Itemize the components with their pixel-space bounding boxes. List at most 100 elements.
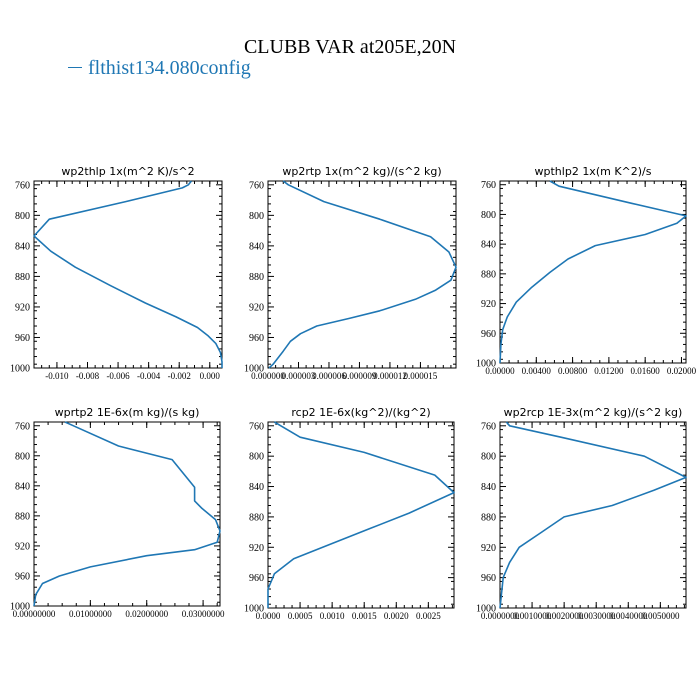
x-tick-label: -0.008 [76, 371, 100, 381]
x-tick-label: -0.004 [137, 371, 161, 381]
y-tick-label: 880 [15, 272, 30, 283]
series-line [499, 180, 687, 364]
y-tick-label: 800 [481, 452, 496, 463]
y-tick-label: 1000 [244, 364, 264, 375]
x-tick-label: 0.000 [200, 371, 221, 381]
x-tick-label: 0.02000 [667, 366, 697, 376]
x-tick-label: 0.01200 [594, 366, 624, 376]
x-tick-label: 0.000000 [251, 371, 285, 381]
y-tick-label: 920 [481, 299, 496, 310]
x-tick-label: 0.0010 [320, 611, 345, 621]
x-tick-label: 0.02000000 [125, 609, 168, 619]
x-tick-label: 0.00400 [522, 366, 552, 376]
panel-1: wp2thlp 1x(m^2 K)/s^2 760 800 840 880 920 960 1… [10, 165, 223, 381]
panel-4: wprtp2 1E-6x(m kg)/(s kg) 760 800 840 880 920… [10, 406, 225, 619]
y-tick-label: 880 [249, 512, 264, 523]
y-tick-label: 920 [249, 543, 264, 554]
x-tick-label: 0.000012 [373, 371, 407, 381]
x-tick-label: 0.0010000 [513, 611, 552, 621]
y-tick-label: 880 [481, 269, 496, 280]
plot-frame [33, 180, 223, 369]
y-tick-label: 840 [15, 481, 30, 492]
x-tick-label: 0.0050000 [641, 611, 680, 621]
panel-title: wp2rtp 1x(m^2 kg)/(s^2 kg) [282, 165, 441, 178]
x-tick-label: 0.000009 [343, 371, 377, 381]
x-tick-label: 0.0025 [416, 611, 441, 621]
y-tick-label: 840 [249, 482, 264, 493]
y-tick-label: 880 [249, 272, 264, 283]
y-tick-label: 960 [15, 571, 30, 582]
x-tick-label: 0.0000000 [481, 611, 520, 621]
series-line [267, 421, 455, 608]
y-tick-label: 920 [249, 302, 264, 313]
y-tick-label: 760 [481, 421, 496, 432]
series-line [268, 180, 457, 369]
y-tick-label: 920 [15, 302, 30, 313]
x-tick-label: 0.000006 [312, 371, 346, 381]
y-tick-label: 840 [481, 240, 496, 251]
x-tick-label: 0.00000 [485, 366, 515, 376]
x-tick-label: 0.0000 [256, 611, 281, 621]
plot-frame [499, 421, 687, 609]
y-tick-label: 840 [249, 241, 264, 252]
y-tick-label: 880 [481, 512, 496, 523]
panel-6: wp2rcp 1E-3x(m^2 kg)/(s^2 kg) 760 800 840 88… [476, 406, 687, 621]
x-tick-label: -0.010 [45, 371, 69, 381]
x-tick-label: 0.0030000 [577, 611, 616, 621]
y-tick-label: 960 [249, 573, 264, 584]
y-tick-label: 800 [249, 452, 264, 463]
y-tick-label: 880 [15, 511, 30, 522]
y-tick-label: 800 [481, 210, 496, 221]
plot-frame [267, 180, 457, 369]
y-tick-label: 920 [15, 541, 30, 552]
panel-title: wp2rcp 1E-3x(m^2 kg)/(s^2 kg) [504, 406, 683, 419]
panel-3: wpthlp2 1x(m K^2)/s 760 800 840 880 920 960 100… [476, 165, 697, 376]
x-tick-label: 0.03000000 [182, 609, 225, 619]
y-tick-label: 960 [481, 573, 496, 584]
y-tick-label: 760 [249, 421, 264, 432]
legend: flthist134.080config [68, 57, 251, 80]
y-tick-label: 1000 [476, 359, 496, 370]
series-line [499, 421, 687, 609]
plot-frame [499, 180, 687, 364]
x-tick-label: 0.0005 [288, 611, 313, 621]
panel-title: wp2thlp 1x(m^2 K)/s^2 [61, 165, 194, 178]
x-tick-label: 0.01000000 [69, 609, 112, 619]
y-tick-label: 760 [15, 421, 30, 432]
y-tick-label: 760 [249, 180, 264, 191]
y-tick-label: 1000 [10, 602, 30, 613]
x-tick-label: 0.000003 [282, 371, 316, 381]
x-tick-label: 0.0040000 [609, 611, 648, 621]
y-tick-label: 960 [481, 329, 496, 340]
y-tick-label: 800 [15, 451, 30, 462]
y-tick-label: 840 [481, 482, 496, 493]
y-tick-label: 960 [15, 333, 30, 344]
y-tick-label: 1000 [476, 604, 496, 615]
y-tick-label: 840 [15, 241, 30, 252]
x-tick-label: 0.0020 [384, 611, 409, 621]
panel-title: rcp2 1E-6x(kg^2)/(kg^2) [291, 406, 430, 419]
x-tick-label: 0.0015 [352, 611, 377, 621]
panel-5: rcp2 1E-6x(kg^2)/(kg^2) 760 800 840 880 920 96… [244, 406, 455, 621]
y-tick-label: 800 [249, 211, 264, 222]
panel-title: wpthlp2 1x(m K^2)/s [535, 165, 652, 178]
legend-label: flthist134.080config [88, 57, 251, 79]
x-tick-label: 0.00800 [558, 366, 588, 376]
x-tick-label: -0.002 [168, 371, 191, 381]
y-tick-label: 960 [249, 333, 264, 344]
figure-title: CLUBB VAR at205E,20N [243, 36, 457, 58]
y-tick-label: 800 [15, 211, 30, 222]
x-tick-label: 0.00000000 [13, 609, 56, 619]
panel-title: wprtp2 1E-6x(m kg)/(s kg) [55, 406, 200, 419]
x-tick-label: 0.01600 [631, 366, 661, 376]
y-tick-label: 920 [481, 543, 496, 554]
panel-2: wp2rtp 1x(m^2 kg)/(s^2 kg) 760 800 840 880 92… [244, 165, 457, 381]
y-tick-label: 1000 [244, 604, 264, 615]
plot-frame [33, 421, 221, 607]
x-tick-label: 0.0020000 [545, 611, 584, 621]
x-tick-label: 0.000015 [404, 371, 438, 381]
y-tick-label: 1000 [10, 364, 30, 375]
legend-line-icon [68, 66, 82, 68]
x-tick-label: -0.006 [106, 371, 130, 381]
